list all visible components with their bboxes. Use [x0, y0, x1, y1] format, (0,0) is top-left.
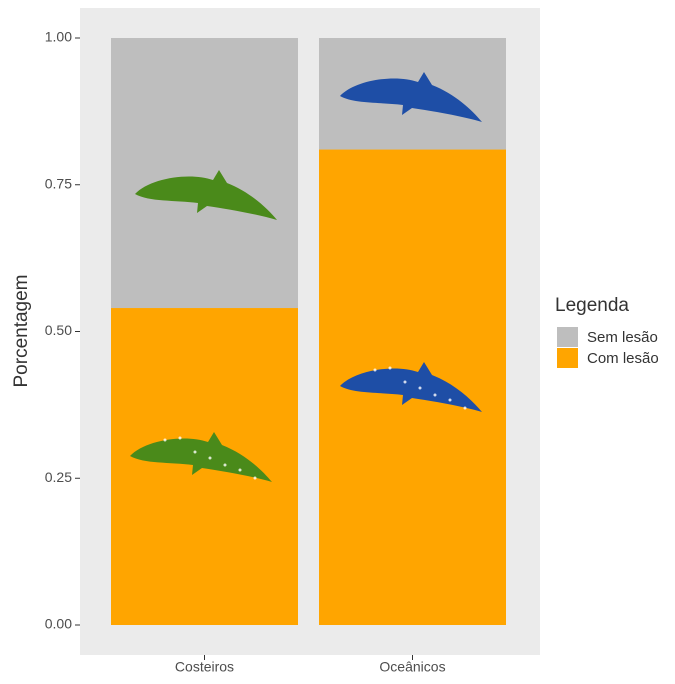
- y-axis-title: Porcentagem: [11, 274, 32, 387]
- y-tick-label: 0.75: [45, 175, 72, 191]
- y-tick-label: 0.50: [45, 322, 72, 338]
- bar-segment: [111, 38, 298, 308]
- chart: Porcentagem Legenda 0.00 0.25 0.50 0.75 1.00…: [0, 0, 675, 679]
- y-tick-label: 1.00: [45, 29, 72, 45]
- legend-title: Legenda: [555, 295, 629, 316]
- legend-label: Com lesão: [587, 350, 659, 367]
- x-tick-label: Costeiros: [175, 659, 234, 675]
- y-tick-label: 0.00: [45, 616, 72, 632]
- legend-key: [557, 348, 578, 368]
- y-tick-label: 0.25: [45, 469, 72, 485]
- legend-key: [557, 327, 578, 347]
- legend-label: Sem lesão: [587, 329, 658, 346]
- x-tick-label: Oceânicos: [379, 659, 445, 675]
